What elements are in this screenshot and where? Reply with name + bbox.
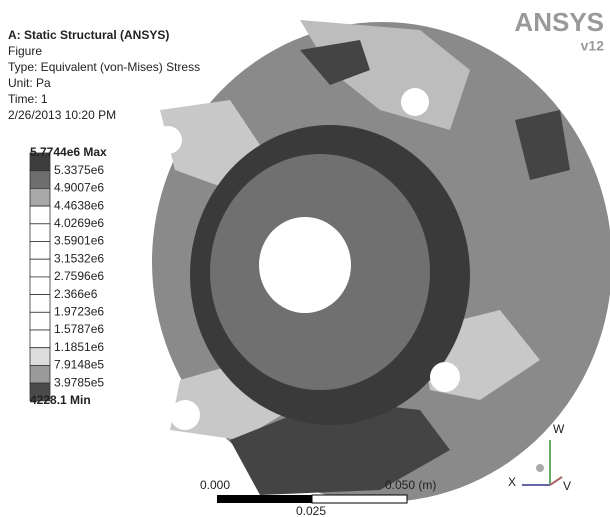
legend-label: 7.9148e5 [54, 358, 104, 372]
logo: ANSYS [514, 7, 604, 37]
triad-label: X [508, 475, 516, 489]
legend-label: 1.1851e6 [54, 340, 104, 354]
legend-swatch [30, 295, 50, 313]
triad-label: V [563, 479, 571, 493]
header-line: 2/26/2013 10:20 PM [8, 108, 116, 122]
legend-label: 4.4638e6 [54, 198, 104, 212]
legend-swatch [30, 171, 50, 189]
legend-swatch [30, 277, 50, 295]
legend-label: 2.7596e6 [54, 269, 104, 283]
legend-swatch [30, 365, 50, 383]
legend-label: 1.5787e6 [54, 322, 104, 336]
header-title: A: Static Structural (ANSYS) [8, 28, 169, 42]
legend-swatch [30, 348, 50, 366]
scale-label: 0.000 [200, 478, 230, 492]
legend-label: 1.9723e6 [54, 304, 104, 318]
center-hole [259, 217, 351, 313]
scale-segment [217, 495, 312, 503]
model [152, 20, 610, 502]
bolt-hole [154, 126, 182, 154]
legend-swatch [30, 188, 50, 206]
scale-label: 0.050 (m) [385, 478, 436, 492]
triad-sphere [536, 464, 544, 472]
legend-label: 5.3375e6 [54, 163, 104, 177]
bolt-hole [170, 400, 200, 430]
legend-label: 2.366e6 [54, 287, 98, 301]
legend-swatch [30, 259, 50, 277]
legend-label: 4.0269e6 [54, 216, 104, 230]
legend-label: 4.9007e6 [54, 181, 104, 195]
legend-label: 4228.1 Min [30, 393, 91, 407]
legend-label: 3.1532e6 [54, 251, 104, 265]
logo-version: v12 [581, 38, 605, 54]
scale-segment [312, 495, 407, 503]
legend-swatch [30, 242, 50, 260]
legend-swatch [30, 330, 50, 348]
legend-swatch [30, 224, 50, 242]
legend-label: 3.5901e6 [54, 234, 104, 248]
legend: 5.7744e6 Max 5.3375e6 4.9007e6 4.4638e6 4.02… [30, 145, 107, 407]
viewport: A: Static Structural (ANSYS) Figure Type: … [0, 0, 610, 517]
header-line: Figure [8, 44, 42, 58]
legend-swatch [30, 312, 50, 330]
legend-label: 5.7744e6 Max [30, 145, 107, 159]
header-line: Unit: Pa [8, 76, 51, 90]
header-line: Type: Equivalent (von-Mises) Stress [8, 60, 200, 74]
triad-label: W [553, 422, 565, 436]
legend-label: 3.9785e5 [54, 375, 104, 389]
bolt-hole [430, 362, 460, 392]
bolt-hole [401, 88, 429, 116]
header-line: Time: 1 [8, 92, 48, 106]
legend-swatch [30, 206, 50, 224]
scale-label: 0.025 [296, 504, 326, 517]
